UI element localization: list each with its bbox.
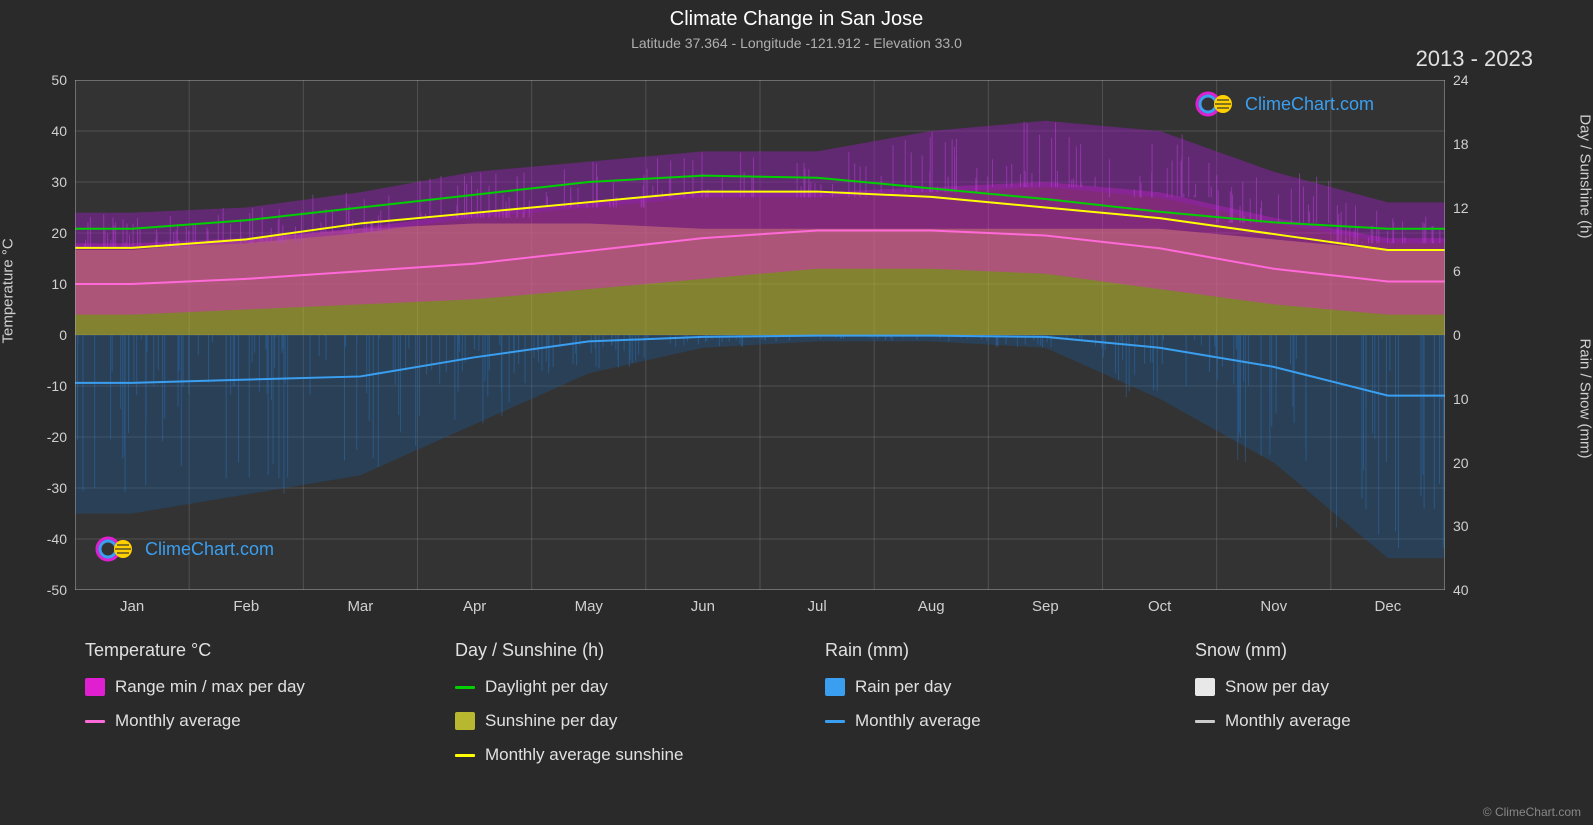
y-axis-left-label: Temperature °C bbox=[0, 238, 17, 343]
legend-item: Sunshine per day bbox=[455, 711, 785, 731]
legend-item-label: Monthly average sunshine bbox=[485, 745, 683, 765]
legend-swatch-icon bbox=[85, 678, 105, 696]
legend-item-label: Daylight per day bbox=[485, 677, 608, 697]
legend-column-title: Day / Sunshine (h) bbox=[455, 640, 785, 661]
legend-line-icon bbox=[1195, 720, 1215, 723]
watermark-text: ClimeChart.com bbox=[1245, 94, 1374, 115]
legend-item-label: Range min / max per day bbox=[115, 677, 305, 697]
legend: Temperature °C Range min / max per day Mon… bbox=[85, 640, 1525, 765]
chart-subtitle: Latitude 37.364 - Longitude -121.912 - E… bbox=[0, 31, 1593, 51]
climechart-logo-icon bbox=[95, 535, 139, 563]
x-tick-label: Jul bbox=[808, 598, 827, 615]
copyright-label: © ClimeChart.com bbox=[1483, 805, 1581, 819]
tick-label: 10 bbox=[1453, 391, 1469, 407]
legend-item-label: Monthly average bbox=[855, 711, 981, 731]
legend-item: Monthly average sunshine bbox=[455, 745, 785, 765]
tick-label: 30 bbox=[51, 174, 67, 190]
tick-label: 12 bbox=[1453, 200, 1469, 216]
x-tick-label: Dec bbox=[1375, 598, 1402, 615]
legend-column-title: Snow (mm) bbox=[1195, 640, 1525, 661]
legend-column: Snow (mm) Snow per day Monthly average bbox=[1195, 640, 1525, 765]
chart-title: Climate Change in San Jose bbox=[0, 0, 1593, 31]
legend-line-icon bbox=[455, 754, 475, 757]
tick-label: -20 bbox=[47, 429, 67, 445]
legend-item: Rain per day bbox=[825, 677, 1155, 697]
legend-line-icon bbox=[85, 720, 105, 723]
legend-item-label: Snow per day bbox=[1225, 677, 1329, 697]
legend-column: Day / Sunshine (h) Daylight per day Sunshi… bbox=[455, 640, 785, 765]
x-tick-label: May bbox=[575, 598, 603, 615]
legend-column: Rain (mm) Rain per day Monthly average bbox=[825, 640, 1155, 765]
legend-item: Daylight per day bbox=[455, 677, 785, 697]
legend-item: Range min / max per day bbox=[85, 677, 415, 697]
legend-column-title: Temperature °C bbox=[85, 640, 415, 661]
x-tick-label: Sep bbox=[1032, 598, 1059, 615]
tick-label: 10 bbox=[51, 276, 67, 292]
tick-label: -10 bbox=[47, 378, 67, 394]
x-tick-label: Nov bbox=[1260, 598, 1287, 615]
legend-column: Temperature °C Range min / max per day Mon… bbox=[85, 640, 415, 765]
tick-label: -40 bbox=[47, 531, 67, 547]
y-axis-right-label-daylight: Day / Sunshine (h) bbox=[1577, 114, 1593, 238]
legend-line-icon bbox=[825, 720, 845, 723]
legend-item: Monthly average bbox=[825, 711, 1155, 731]
tick-label: 20 bbox=[51, 225, 67, 241]
x-tick-label: Oct bbox=[1148, 598, 1171, 615]
legend-item: Monthly average bbox=[1195, 711, 1525, 731]
tick-label: 40 bbox=[1453, 582, 1469, 598]
tick-label: 6 bbox=[1453, 263, 1461, 279]
tick-label: 20 bbox=[1453, 455, 1469, 471]
tick-label: 24 bbox=[1453, 72, 1469, 88]
tick-label: 30 bbox=[1453, 518, 1469, 534]
legend-column-title: Rain (mm) bbox=[825, 640, 1155, 661]
legend-item-label: Monthly average bbox=[1225, 711, 1351, 731]
tick-label: 0 bbox=[1453, 327, 1461, 343]
legend-swatch-icon bbox=[1195, 678, 1215, 696]
x-tick-label: Jan bbox=[120, 598, 144, 615]
legend-item: Monthly average bbox=[85, 711, 415, 731]
legend-item-label: Rain per day bbox=[855, 677, 951, 697]
tick-label: -30 bbox=[47, 480, 67, 496]
x-tick-label: Jun bbox=[691, 598, 715, 615]
legend-item-label: Sunshine per day bbox=[485, 711, 617, 731]
climechart-watermark: ClimeChart.com bbox=[95, 535, 274, 563]
tick-label: 50 bbox=[51, 72, 67, 88]
climechart-watermark: ClimeChart.com bbox=[1195, 90, 1374, 118]
x-tick-label: Mar bbox=[347, 598, 373, 615]
watermark-text: ClimeChart.com bbox=[145, 539, 274, 560]
legend-line-icon bbox=[455, 686, 475, 689]
chart-plot-area bbox=[75, 80, 1445, 590]
tick-label: 18 bbox=[1453, 136, 1469, 152]
legend-item: Snow per day bbox=[1195, 677, 1525, 697]
tick-label: 0 bbox=[59, 327, 67, 343]
legend-item-label: Monthly average bbox=[115, 711, 241, 731]
tick-label: 40 bbox=[51, 123, 67, 139]
x-tick-label: Aug bbox=[918, 598, 945, 615]
legend-swatch-icon bbox=[825, 678, 845, 696]
legend-swatch-icon bbox=[455, 712, 475, 730]
climechart-logo-icon bbox=[1195, 90, 1239, 118]
tick-label: -50 bbox=[47, 582, 67, 598]
x-tick-label: Apr bbox=[463, 598, 486, 615]
year-range-label: 2013 - 2023 bbox=[1416, 46, 1533, 72]
y-axis-right-label-precip: Rain / Snow (mm) bbox=[1577, 338, 1593, 458]
x-tick-label: Feb bbox=[233, 598, 259, 615]
